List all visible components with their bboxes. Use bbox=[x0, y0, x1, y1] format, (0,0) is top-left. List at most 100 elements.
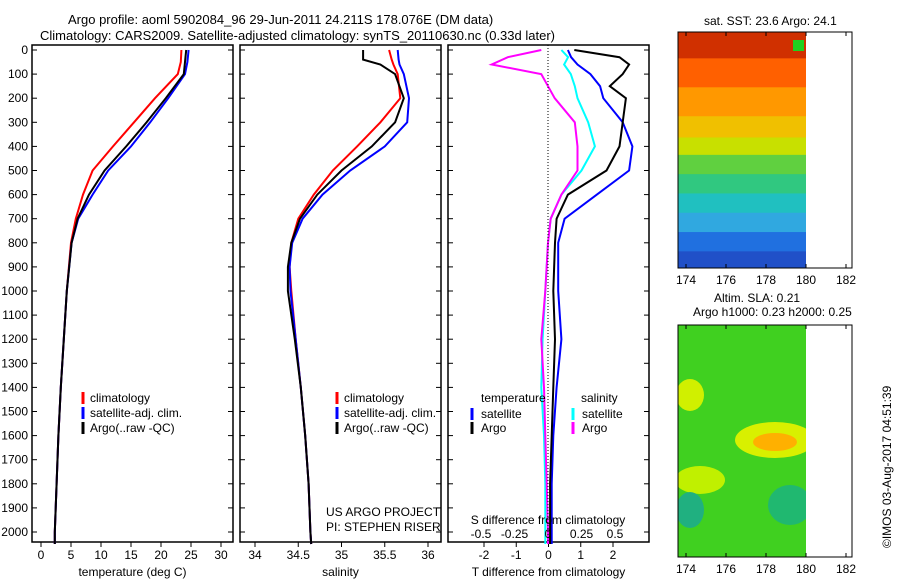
lon-tick-label: 182 bbox=[836, 273, 856, 287]
y-tick-label: 1600 bbox=[1, 429, 28, 443]
sst-band bbox=[678, 58, 806, 89]
lon-tick-label: 178 bbox=[756, 273, 776, 287]
sst-band bbox=[678, 116, 806, 139]
series-line-argo-raw-qc- bbox=[286, 50, 405, 545]
sst-band bbox=[678, 154, 806, 176]
x-tick-label: 34 bbox=[248, 548, 262, 562]
legend-header-temperature: temperature bbox=[481, 391, 546, 405]
x-tick-label: 34.5 bbox=[287, 548, 311, 562]
x-tick-label: 2 bbox=[610, 548, 617, 562]
x-tick-label: 25 bbox=[184, 548, 198, 562]
y-tick-label: 1300 bbox=[1, 356, 28, 370]
sst-band bbox=[678, 87, 806, 118]
series-line-s-argo bbox=[488, 49, 579, 544]
series-line-argo-raw-qc- bbox=[53, 49, 188, 544]
panel-3: -2 -1 0 1 2 T difference from climatology temp… bbox=[447, 44, 650, 579]
lon-tick-label: 176 bbox=[716, 562, 736, 576]
series-line-satellite-adj-clim- bbox=[53, 49, 190, 544]
legend-label: climatology bbox=[90, 391, 150, 405]
x-tick-label: 0 bbox=[38, 548, 45, 562]
map1-title: sat. SST: 23.6 Argo: 24.1 bbox=[704, 14, 837, 28]
legend-label: climatology bbox=[344, 391, 404, 405]
y-tick-label: 1800 bbox=[1, 477, 28, 491]
lon-tick-label: 182 bbox=[836, 562, 856, 576]
sst-band bbox=[678, 212, 806, 234]
y-tick-label: 0 bbox=[21, 43, 28, 57]
y-tick-label: 1700 bbox=[1, 453, 28, 467]
legend-label: Argo(..raw -QC) bbox=[344, 421, 429, 435]
series-line-climatology bbox=[53, 49, 183, 544]
series-line-s-satellite bbox=[540, 49, 596, 544]
x2-tick-label: 0.25 bbox=[570, 527, 594, 541]
x-tick-label: 36 bbox=[421, 548, 435, 562]
x-axis-label: T difference from climatology bbox=[472, 565, 626, 579]
map-field bbox=[678, 325, 806, 557]
legend-label: Argo bbox=[582, 421, 608, 435]
sst-band bbox=[678, 174, 806, 195]
y-tick-label: 300 bbox=[8, 115, 28, 129]
x-tick-label: 35.5 bbox=[373, 548, 397, 562]
x-axis-label: salinity bbox=[322, 565, 359, 579]
sst-band bbox=[678, 232, 806, 253]
series-line-climatology bbox=[288, 49, 402, 545]
x-axis-label: temperature (deg C) bbox=[78, 565, 186, 579]
legend-label: Argo bbox=[481, 421, 507, 435]
sla-high bbox=[678, 466, 725, 494]
sst-band bbox=[678, 251, 806, 268]
credit: ©IMOS 03-Aug-2017 04:51:39 bbox=[880, 385, 894, 548]
panel-frame bbox=[239, 44, 442, 543]
panel-1: 0100200300400500600700800900100011001200… bbox=[1, 43, 234, 579]
y-tick-label: 100 bbox=[8, 67, 28, 81]
series-line-t-satellite bbox=[550, 49, 634, 544]
y-tick-label: 400 bbox=[8, 139, 28, 153]
sst-band bbox=[678, 193, 806, 214]
panel-frame bbox=[447, 44, 650, 543]
lon-tick-label: 174 bbox=[676, 273, 696, 287]
sla-low bbox=[768, 485, 806, 525]
lon-tick-label: 180 bbox=[796, 562, 816, 576]
y-tick-label: 200 bbox=[8, 91, 28, 105]
panel-frame bbox=[31, 44, 234, 543]
sst-band bbox=[678, 32, 806, 60]
x-tick-label: 10 bbox=[94, 548, 108, 562]
x2-tick-label: 0 bbox=[545, 527, 552, 541]
y-tick-label: 900 bbox=[8, 260, 28, 274]
legend-label: satellite bbox=[481, 407, 522, 421]
y-tick-label: 1100 bbox=[2, 308, 28, 322]
annotation-text: US ARGO PROJECT bbox=[326, 505, 441, 519]
map2-title-2: Argo h1000: 0.23 h2000: 0.25 bbox=[693, 305, 852, 319]
legend-label: satellite-adj. clim. bbox=[344, 406, 436, 420]
lon-tick-label: 180 bbox=[796, 273, 816, 287]
lon-tick-label: 174 bbox=[676, 562, 696, 576]
x2-tick-label: 0.5 bbox=[607, 527, 624, 541]
y-tick-label: 800 bbox=[8, 236, 28, 250]
map-field bbox=[678, 32, 806, 268]
title-line-2: Climatology: CARS2009. Satellite-adjuste… bbox=[40, 28, 555, 43]
lon-tick-label: 176 bbox=[716, 273, 736, 287]
sst-band bbox=[678, 137, 806, 156]
map-frame bbox=[677, 31, 853, 269]
x-tick-label: 30 bbox=[214, 548, 228, 562]
series-line-t-argo bbox=[549, 49, 631, 544]
y-tick-label: 500 bbox=[8, 164, 28, 178]
panel-2: 34 34.5 35 35.5 36 salinity climatologysatelli… bbox=[239, 44, 442, 579]
legend-label: satellite-adj. clim. bbox=[90, 406, 182, 420]
x-tick-label: 1 bbox=[577, 548, 584, 562]
x-tick-label: 35 bbox=[335, 548, 349, 562]
legend-header-salinity: salinity bbox=[581, 391, 618, 405]
map2-title-1: Altim. SLA: 0.21 bbox=[714, 291, 801, 305]
x-tick-label: 0 bbox=[545, 548, 552, 562]
map-frame bbox=[677, 324, 853, 558]
sla-low bbox=[678, 492, 704, 528]
x2-tick-label: -0.5 bbox=[471, 527, 492, 541]
y-tick-label: 2000 bbox=[1, 525, 28, 539]
sla-peak bbox=[753, 433, 797, 451]
y-tick-label: 700 bbox=[8, 212, 28, 226]
x-tick-label: -1 bbox=[511, 548, 522, 562]
x2-tick-label: -0.25 bbox=[501, 527, 529, 541]
x-tick-label: 15 bbox=[124, 548, 138, 562]
title-line-1: Argo profile: aoml 5902084_96 29-Jun-201… bbox=[68, 12, 494, 27]
y-tick-label: 1400 bbox=[1, 380, 28, 394]
